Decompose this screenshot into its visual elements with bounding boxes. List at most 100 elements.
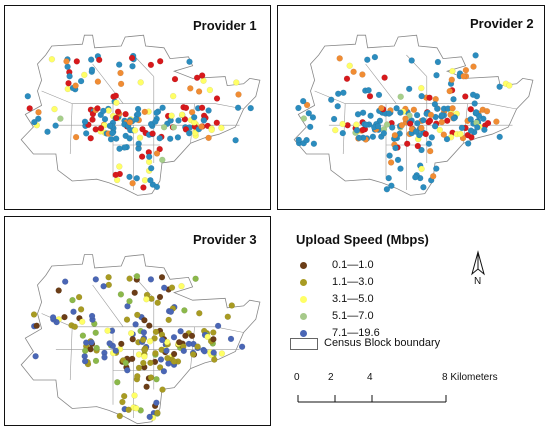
speed-test-point bbox=[467, 127, 475, 134]
speed-test-point bbox=[446, 87, 453, 95]
speed-test-point bbox=[146, 413, 153, 421]
speed-test-point bbox=[140, 184, 147, 191]
speed-test-point bbox=[406, 112, 413, 119]
speed-test-point bbox=[462, 93, 469, 100]
speed-test-point bbox=[310, 140, 318, 147]
speed-test-point bbox=[350, 68, 357, 76]
speed-test-point bbox=[62, 278, 69, 285]
speed-test-point bbox=[63, 58, 70, 65]
speed-test-point bbox=[118, 340, 125, 348]
speed-test-point bbox=[414, 142, 422, 150]
speed-test-point bbox=[143, 295, 150, 303]
speed-test-point bbox=[140, 329, 148, 336]
speed-test-point bbox=[218, 350, 226, 357]
speed-test-point bbox=[24, 92, 31, 100]
speed-test-point bbox=[238, 343, 246, 350]
speed-test-point bbox=[135, 364, 143, 372]
speed-test-point bbox=[153, 150, 161, 157]
census-block-boundary bbox=[69, 103, 73, 155]
speed-test-point bbox=[408, 57, 415, 64]
speed-test-point bbox=[443, 117, 451, 124]
speed-test-point bbox=[214, 322, 222, 330]
speed-test-point bbox=[438, 112, 446, 119]
speed-test-point bbox=[126, 297, 133, 305]
speed-test-point bbox=[483, 107, 491, 115]
speed-test-point bbox=[126, 119, 134, 126]
speed-test-point bbox=[88, 339, 95, 346]
legend-label: 0.1—1.0 bbox=[332, 259, 374, 271]
speed-test-point bbox=[77, 77, 85, 85]
speed-test-point bbox=[206, 86, 214, 94]
speed-test-point bbox=[147, 177, 154, 184]
speed-test-point bbox=[181, 116, 189, 123]
speed-test-point bbox=[129, 180, 136, 187]
speed-test-point bbox=[335, 90, 342, 98]
speed-test-point bbox=[210, 349, 217, 356]
speed-test-point bbox=[116, 412, 124, 420]
speed-test-point bbox=[105, 107, 112, 114]
speed-test-point bbox=[448, 76, 456, 83]
speed-test-point bbox=[303, 136, 310, 144]
speed-test-point bbox=[397, 165, 404, 172]
speed-test-point bbox=[166, 135, 174, 142]
speed-test-point bbox=[412, 173, 419, 181]
speed-test-point bbox=[300, 115, 308, 122]
speed-test-point bbox=[170, 333, 178, 341]
speed-test-point bbox=[139, 336, 147, 344]
speed-test-point bbox=[205, 134, 212, 142]
speed-test-point bbox=[374, 122, 382, 130]
speed-test-point bbox=[397, 109, 404, 116]
speed-test-point bbox=[128, 54, 136, 62]
speed-test-point bbox=[145, 153, 153, 160]
speed-test-point bbox=[123, 316, 131, 323]
speed-test-point bbox=[81, 118, 89, 125]
speed-test-point bbox=[81, 71, 88, 79]
speed-test-point bbox=[182, 332, 189, 339]
speed-test-point bbox=[450, 114, 458, 122]
speed-test-point bbox=[198, 104, 206, 112]
speed-test-point bbox=[450, 96, 457, 103]
speed-test-point bbox=[433, 165, 440, 172]
speed-test-point bbox=[464, 140, 472, 147]
speed-test-point bbox=[309, 114, 317, 121]
speed-test-point bbox=[51, 105, 58, 113]
speed-test-point bbox=[131, 127, 139, 134]
speed-test-point bbox=[438, 118, 446, 126]
speed-test-point bbox=[153, 399, 160, 406]
speed-test-point bbox=[506, 82, 513, 89]
speed-test-point bbox=[152, 118, 159, 125]
speed-test-point bbox=[78, 318, 86, 325]
speed-test-point bbox=[193, 74, 201, 82]
map-canvas bbox=[20, 34, 261, 196]
speed-test-point bbox=[119, 398, 126, 406]
speed-test-point bbox=[343, 75, 351, 83]
speed-test-point bbox=[474, 124, 481, 131]
speed-test-point bbox=[134, 311, 141, 319]
speed-test-point bbox=[140, 359, 147, 367]
speed-test-point bbox=[365, 86, 372, 94]
speed-test-point bbox=[100, 107, 107, 115]
speed-test-point bbox=[135, 140, 142, 147]
speed-test-point bbox=[191, 129, 199, 137]
map-panel-provider-1: Provider 1 bbox=[4, 5, 271, 210]
speed-test-point bbox=[247, 104, 254, 112]
census-block-boundary bbox=[365, 63, 397, 104]
speed-test-point bbox=[105, 274, 112, 281]
speed-test-point bbox=[174, 134, 182, 141]
speed-test-point bbox=[139, 125, 146, 133]
speed-test-point bbox=[154, 409, 161, 417]
speed-test-point bbox=[165, 360, 172, 367]
speed-test-point bbox=[77, 306, 85, 313]
speed-test-point bbox=[436, 126, 444, 134]
speed-test-point bbox=[188, 332, 196, 340]
speed-test-point bbox=[397, 93, 404, 100]
speed-test-point bbox=[418, 124, 425, 132]
speed-test-point bbox=[412, 128, 420, 135]
speed-test-point bbox=[141, 346, 149, 354]
speed-test-point bbox=[109, 129, 116, 137]
speed-test-point bbox=[418, 165, 425, 173]
speed-test-point bbox=[194, 343, 201, 350]
speed-test-point bbox=[178, 282, 185, 290]
speed-test-point bbox=[233, 79, 240, 86]
speed-test-point bbox=[154, 299, 161, 306]
